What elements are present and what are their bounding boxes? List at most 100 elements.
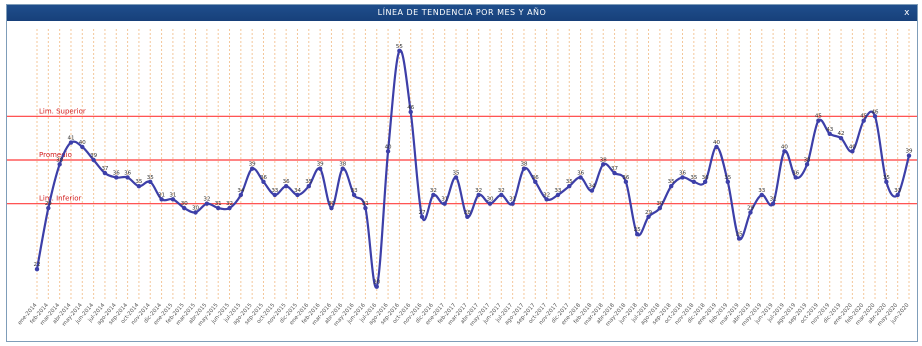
data-point[interactable] bbox=[215, 205, 221, 211]
data-label: 31 bbox=[509, 197, 516, 203]
data-point[interactable] bbox=[725, 179, 731, 185]
data-point[interactable] bbox=[861, 118, 866, 123]
data-point[interactable] bbox=[148, 179, 153, 185]
data-point[interactable] bbox=[759, 192, 764, 198]
data-point[interactable] bbox=[465, 214, 470, 219]
data-point[interactable] bbox=[283, 184, 289, 189]
data-point[interactable] bbox=[238, 192, 244, 198]
data-label: 45 bbox=[815, 114, 822, 120]
data-point[interactable] bbox=[702, 179, 708, 185]
trend-line-chart: Lim. Superior Promedio Lim. Inferior 22 29 3… bbox=[7, 29, 917, 328]
data-point[interactable] bbox=[646, 214, 651, 219]
data-label: 33 bbox=[271, 188, 278, 194]
data-point[interactable] bbox=[827, 131, 832, 136]
data-points: 22 29 38 41 40 39 37 36 36 35 35 31 31 30 30 32 31 32 34 39… bbox=[34, 44, 913, 289]
data-point[interactable] bbox=[193, 210, 198, 215]
data-label: 35 bbox=[453, 170, 460, 176]
data-point[interactable] bbox=[623, 179, 629, 185]
data-point[interactable] bbox=[57, 162, 62, 167]
data-point[interactable] bbox=[385, 149, 391, 154]
data-point[interactable] bbox=[804, 162, 810, 167]
data-label: 36 bbox=[260, 175, 267, 181]
data-point[interactable] bbox=[714, 144, 719, 150]
data-point[interactable] bbox=[419, 214, 425, 219]
data-point[interactable] bbox=[612, 170, 617, 176]
data-label: 25 bbox=[736, 232, 743, 238]
data-point[interactable] bbox=[816, 118, 821, 123]
close-icon[interactable]: x bbox=[904, 8, 910, 18]
data-point[interactable] bbox=[476, 192, 481, 198]
data-point[interactable] bbox=[261, 179, 266, 185]
data-point[interactable] bbox=[555, 192, 561, 198]
data-point[interactable] bbox=[91, 157, 96, 163]
data-point[interactable] bbox=[80, 144, 85, 150]
data-point[interactable] bbox=[499, 192, 504, 198]
data-point[interactable] bbox=[34, 266, 40, 272]
data-point[interactable] bbox=[533, 179, 538, 185]
data-label: 29 bbox=[45, 201, 52, 207]
data-point[interactable] bbox=[340, 166, 345, 171]
data-point[interactable] bbox=[668, 184, 674, 189]
data-point[interactable] bbox=[408, 109, 413, 115]
data-point[interactable] bbox=[170, 197, 176, 202]
data-point[interactable] bbox=[182, 205, 187, 211]
data-point[interactable] bbox=[136, 184, 142, 189]
data-point[interactable] bbox=[453, 175, 459, 180]
data-point[interactable] bbox=[850, 149, 855, 154]
data-label: 37 bbox=[611, 166, 618, 172]
data-label: 33 bbox=[554, 188, 561, 194]
data-label: 35 bbox=[883, 175, 890, 181]
data-point[interactable] bbox=[872, 114, 878, 119]
data-point[interactable] bbox=[351, 192, 357, 198]
data-point[interactable] bbox=[329, 205, 334, 211]
data-point[interactable] bbox=[306, 184, 311, 189]
data-label: 28 bbox=[464, 210, 471, 216]
data-point[interactable] bbox=[657, 205, 663, 211]
data-point[interactable] bbox=[748, 210, 753, 215]
data-point[interactable] bbox=[397, 48, 402, 54]
data-point[interactable] bbox=[736, 236, 742, 241]
data-point[interactable] bbox=[793, 175, 798, 180]
data-label: 39 bbox=[906, 149, 913, 155]
data-point[interactable] bbox=[227, 205, 232, 211]
data-point[interactable] bbox=[895, 192, 900, 198]
data-point[interactable] bbox=[770, 201, 776, 206]
data-label: 43 bbox=[826, 127, 833, 133]
data-point[interactable] bbox=[578, 175, 583, 180]
data-point[interactable] bbox=[431, 192, 436, 198]
data-point[interactable] bbox=[782, 149, 787, 154]
data-point[interactable] bbox=[510, 201, 515, 206]
data-point[interactable] bbox=[159, 197, 164, 202]
data-point[interactable] bbox=[589, 188, 595, 193]
data-point[interactable] bbox=[838, 135, 844, 141]
data-point[interactable] bbox=[521, 166, 527, 171]
data-point[interactable] bbox=[114, 175, 119, 180]
data-point[interactable] bbox=[374, 284, 379, 289]
data-label: 30 bbox=[328, 201, 335, 207]
data-point[interactable] bbox=[317, 166, 323, 171]
data-point[interactable] bbox=[204, 201, 210, 206]
x-tick-labels: ene-2014feb-2014mar-2014abr-2014may-2014… bbox=[17, 302, 911, 328]
data-point[interactable] bbox=[295, 192, 300, 198]
data-point[interactable] bbox=[544, 197, 549, 202]
data-point[interactable] bbox=[601, 162, 606, 167]
data-point[interactable] bbox=[102, 170, 108, 176]
data-point[interactable] bbox=[635, 232, 640, 237]
data-label: 32 bbox=[543, 192, 550, 198]
data-point[interactable] bbox=[249, 166, 255, 171]
data-point[interactable] bbox=[68, 140, 74, 145]
data-point[interactable] bbox=[680, 175, 685, 180]
data-point[interactable] bbox=[906, 153, 912, 158]
data-point[interactable] bbox=[567, 184, 572, 189]
data-point[interactable] bbox=[691, 179, 697, 185]
data-label: 35 bbox=[135, 179, 142, 185]
data-point[interactable] bbox=[125, 175, 130, 180]
data-point[interactable] bbox=[487, 201, 493, 206]
chart-window: LÍNEA DE TENDENCIA POR MES Y AÑO x Lim. … bbox=[6, 4, 918, 342]
data-point[interactable] bbox=[442, 201, 447, 206]
data-point[interactable] bbox=[884, 179, 889, 185]
data-label: 38 bbox=[339, 162, 346, 168]
data-point[interactable] bbox=[272, 192, 278, 198]
data-point[interactable] bbox=[363, 205, 368, 211]
data-point[interactable] bbox=[46, 205, 51, 211]
